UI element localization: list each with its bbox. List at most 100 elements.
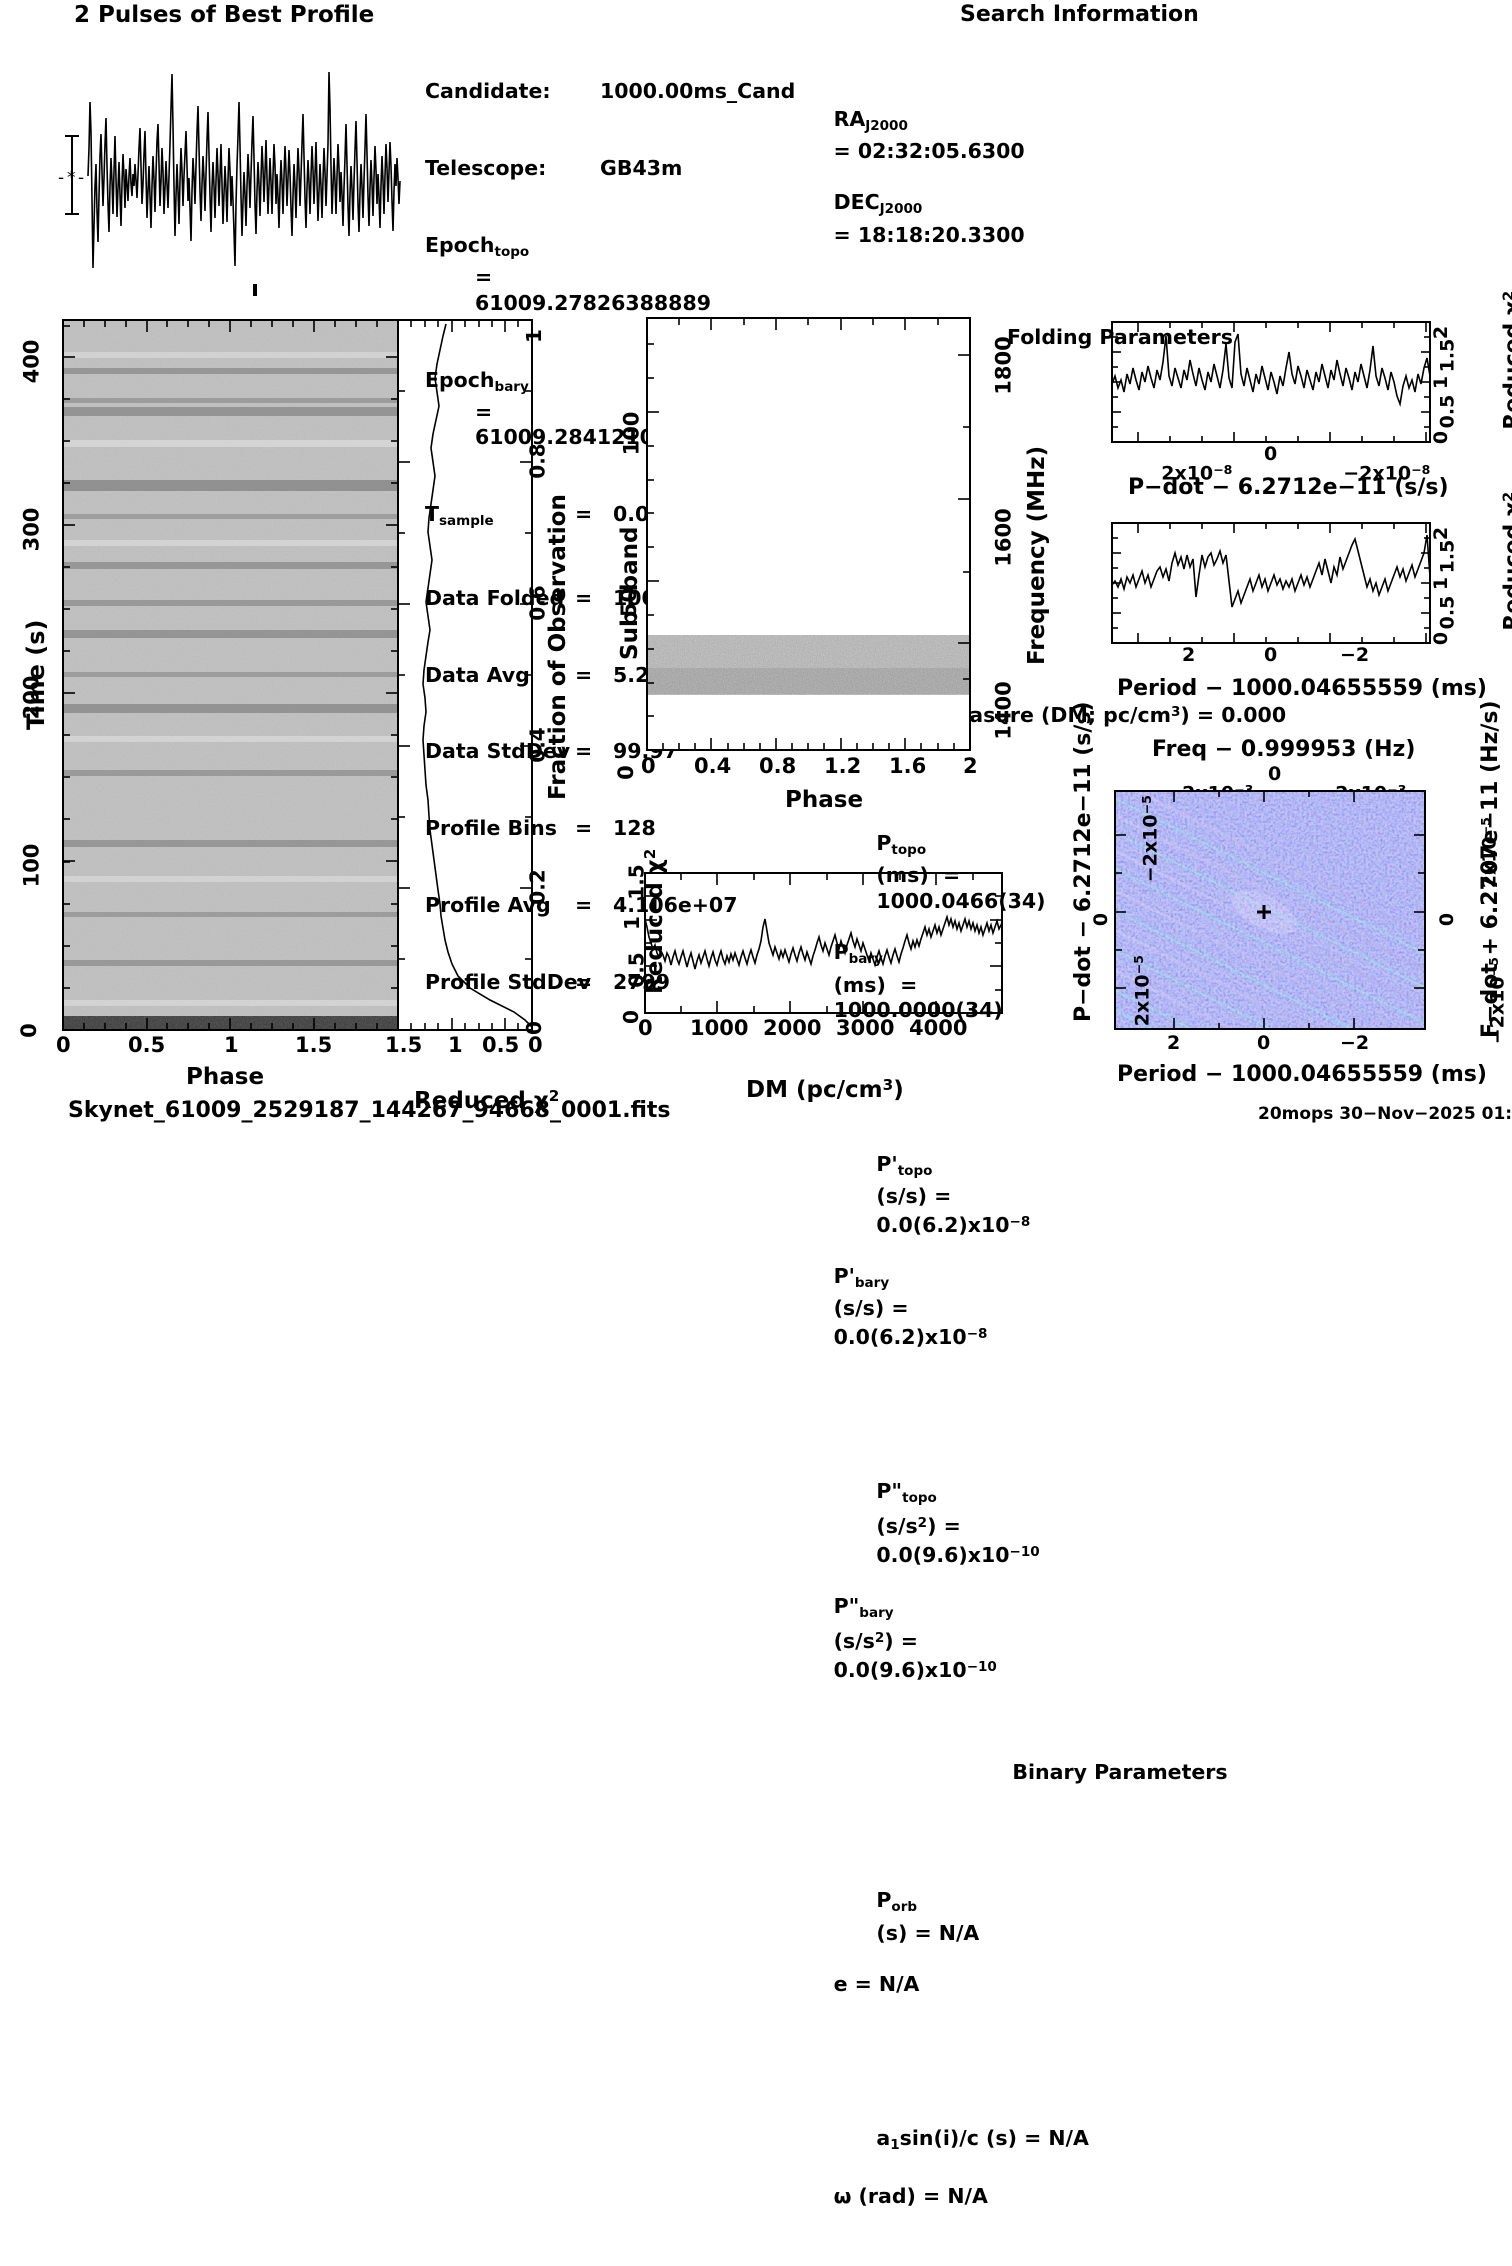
svg-text:-: - bbox=[58, 168, 64, 188]
waterfall-xtick-1: 1 bbox=[224, 1033, 239, 1057]
porb-label: Porb bbox=[876, 1888, 918, 1916]
dm-xlabel-end: ) bbox=[893, 1076, 904, 1103]
pdot-map-left-label: P−dot − 6.2712e−11 (s/s) bbox=[1071, 701, 1096, 1022]
pdot-map-bottom-tick-neg: −2 bbox=[1340, 1032, 1370, 1054]
chi2frac-xtick-0: 0 bbox=[528, 1033, 543, 1057]
candidate-info-block: Candidate: 1000.00ms_Cand Telescope: GB43m… bbox=[425, 28, 795, 1021]
subband-xtick-16: 1.6 bbox=[889, 754, 927, 778]
subband-xlabel: Phase bbox=[785, 787, 864, 813]
fraction-ylabel: Fraction of Observation bbox=[545, 494, 571, 800]
pddot-bary-exp: −10 bbox=[966, 1658, 997, 1675]
pdot-xtick-neg-exp: −8 bbox=[1411, 462, 1431, 477]
pdot-bary-exp: −8 bbox=[966, 1325, 988, 1342]
chi2frac-xtick-1: 1 bbox=[448, 1033, 463, 1057]
pdot-topo-unit: (s/s) = bbox=[876, 1184, 952, 1209]
candidate-value: 1000.00ms_Cand bbox=[600, 79, 796, 104]
pdot-topo-label: P'topo bbox=[876, 1151, 933, 1179]
pddot-topo-unit: (s/s bbox=[876, 1514, 918, 1539]
pdot-map-bottom-tick-zero: 0 bbox=[1257, 1032, 1271, 1054]
chi2frac-xtick-05: 0.5 bbox=[482, 1033, 520, 1057]
waterfall-ytick-300: 300 bbox=[19, 507, 44, 552]
frequency-tick-1600: 1600 bbox=[991, 508, 1016, 567]
best-profile-plot: - * - bbox=[20, 36, 420, 296]
svg-text:-: - bbox=[78, 168, 84, 188]
pdot-xtick-neg: −2x10−8 bbox=[1330, 445, 1430, 484]
pdot-ytick-1: 1 bbox=[1430, 375, 1453, 390]
binary-parameters-title: Binary Parameters bbox=[1012, 1760, 1228, 1785]
dm-ylabel: Reduced χ2 bbox=[620, 849, 668, 1010]
period-ytick-0: 0 bbox=[1430, 631, 1453, 646]
svg-text:*: * bbox=[67, 168, 76, 188]
pdot-bary-value: 0.0(6.2)x10 bbox=[833, 1325, 967, 1350]
subband-ylabel: Sub−band bbox=[617, 526, 643, 661]
eq-sign: = bbox=[575, 662, 593, 687]
pddot-bary-unit: (s/s bbox=[833, 1629, 875, 1654]
pdot-map-bottom-label: Period − 1000.04655559 (ms) bbox=[1117, 1062, 1487, 1087]
eq-sign: = bbox=[474, 265, 493, 290]
waterfall-ytick-0: 0 bbox=[16, 1023, 41, 1038]
candidate-label: Candidate: bbox=[425, 79, 551, 104]
omega-value: ω (rad) = N/A bbox=[833, 2183, 988, 2208]
profile-bins-value: 128 bbox=[613, 816, 656, 841]
pdot-map-left-tick-pos-text: 2x10 bbox=[1131, 974, 1154, 1027]
subband-xtick-04: 0.4 bbox=[694, 754, 732, 778]
period-ytick-1: 1 bbox=[1430, 576, 1453, 591]
pdot-xtick-pos-text: 2x10 bbox=[1161, 462, 1214, 485]
period-xtick-neg: −2 bbox=[1340, 644, 1370, 666]
pdot-bary-label: P'bary bbox=[833, 1264, 890, 1291]
waterfall-ytick-400: 400 bbox=[19, 339, 44, 384]
chi2-vs-period-panel bbox=[1110, 519, 1440, 654]
dm-xtick-2000: 2000 bbox=[763, 1016, 822, 1040]
a1sini-label: a1 bbox=[876, 2125, 900, 2153]
data-folded-label: Data Folded bbox=[425, 585, 565, 610]
chi2-vs-fraction-panel bbox=[398, 300, 543, 1060]
waterfall-ytick-100: 100 bbox=[19, 843, 44, 888]
time-vs-phase-panel bbox=[0, 300, 600, 1060]
eccentricity-value: e = N/A bbox=[833, 1971, 920, 1996]
p-topo-value: 1000.0466(34) bbox=[876, 889, 1046, 914]
ra-value: 02:32:05.6300 bbox=[857, 139, 1025, 164]
source-filename: Skynet_61009_2529187_144267_94668_0001.f… bbox=[68, 1098, 671, 1123]
eq-sign: = bbox=[575, 816, 593, 841]
dm-xlabel-text: DM (pc/cm bbox=[746, 1076, 883, 1103]
waterfall-ylabel: Time (s) bbox=[22, 619, 50, 730]
subband-xtick-12: 1.2 bbox=[824, 754, 862, 778]
dm-xlabel-exp: 3 bbox=[882, 1076, 894, 1094]
eq-sign: = bbox=[575, 969, 593, 994]
pdot-ytick-05: 0.5 bbox=[1436, 394, 1459, 429]
data-avg-label: Data Avg bbox=[425, 662, 530, 687]
period-xlabel: Period − 1000.04655559 (ms) bbox=[1117, 676, 1487, 701]
chi2frac-xlabel-text: Reduced χ bbox=[414, 1087, 549, 1114]
chi2-vs-pdot-panel bbox=[1110, 318, 1440, 453]
period-ytick-05: 0.5 bbox=[1436, 595, 1459, 630]
dm-ylabel-text: Reduced χ bbox=[641, 859, 668, 994]
pdot-map-left-tick-pos-exp: −5 bbox=[1130, 955, 1146, 975]
p-bary-value: 1000.0000(34) bbox=[833, 998, 1003, 1023]
eq-sign: = bbox=[575, 502, 593, 527]
pdot-ytick-15: 1.5 bbox=[1436, 338, 1459, 373]
telescope-value: GB43m bbox=[600, 155, 683, 180]
dm-xtick-4000: 4000 bbox=[909, 1016, 968, 1040]
frequency-tick-1400: 1400 bbox=[991, 681, 1016, 740]
waterfall-xtick-15: 1.5 bbox=[295, 1033, 333, 1057]
pdot-map-bottom-tick-pos: 2 bbox=[1167, 1032, 1181, 1054]
frequency-ylabel: Frequency (MHz) bbox=[1024, 445, 1050, 665]
period-xtick-pos: 2 bbox=[1182, 644, 1196, 666]
pdot-map-left-tick-pos: 2x10−5 bbox=[1114, 955, 1154, 1039]
dm-exponent: 3 bbox=[1171, 704, 1181, 721]
pdot-ylabel-exp: 2 bbox=[1501, 291, 1512, 301]
pdot-ylabel: Reduced χ2 bbox=[1480, 291, 1512, 445]
profile-panel-title: 2 Pulses of Best Profile bbox=[74, 2, 375, 28]
dec-label: DECJ2000 bbox=[833, 190, 923, 218]
period-ylabel-exp: 2 bbox=[1501, 492, 1512, 502]
pddot-bary-label: P"bary bbox=[833, 1593, 894, 1621]
a1sini-value: sin(i)/c (s) = N/A bbox=[899, 2125, 1089, 2150]
fraction-ytick-02: 0.2 bbox=[525, 869, 550, 905]
pdot-xtick-neg-text: −2x10 bbox=[1343, 462, 1412, 485]
period-ylabel-text: Reduced χ bbox=[1500, 502, 1512, 631]
period-pdot-map-panel bbox=[1114, 790, 1434, 1035]
generator-credit: 20mops 30−Nov−2025 01:51 bbox=[1258, 1104, 1512, 1124]
search-info-title: Search Information bbox=[960, 2, 1199, 27]
p-topo-unit: (ms) = bbox=[876, 863, 961, 888]
pdot-map-right-tick-zero: 0 bbox=[1436, 912, 1459, 927]
